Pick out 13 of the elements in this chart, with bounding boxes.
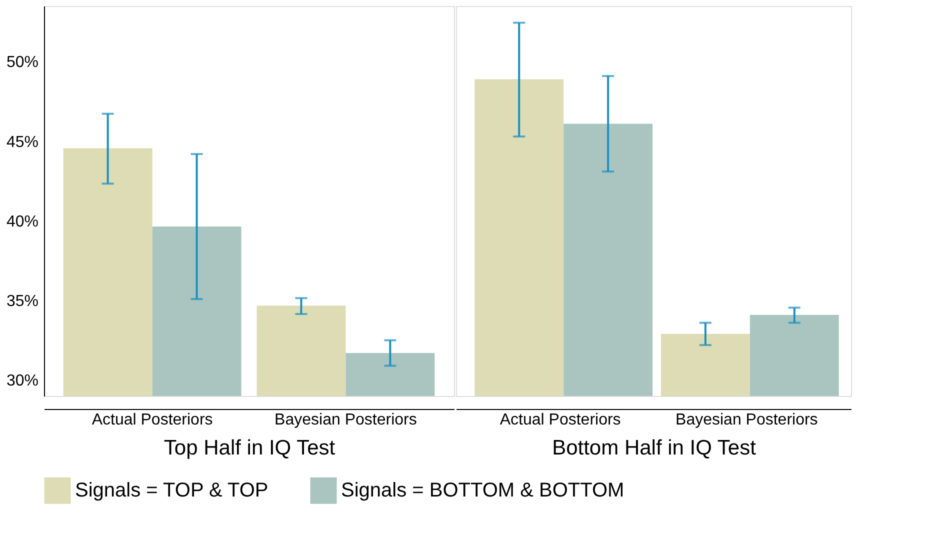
x-tick-label: Bayesian Posteriors [274, 412, 417, 428]
x-axis-title: Top Half in IQ Test [164, 436, 336, 460]
x-axis-title: Bottom Half in IQ Test [552, 436, 756, 460]
legend-label: Signals = BOTTOM & BOTTOM [341, 480, 624, 502]
y-tick-label: 45% [6, 134, 38, 151]
y-tick-label: 35% [6, 292, 38, 310]
y-tick-label: 30% [6, 372, 38, 390]
x-tick-label: Bayesian Posteriors [676, 412, 818, 428]
y-tick-label: 40% [6, 213, 38, 230]
x-tick-label: Actual Posteriors [92, 412, 213, 428]
y-tick-label: 50% [6, 54, 38, 72]
x-tick-label: Actual Posteriors [500, 412, 621, 428]
legend-label: Signals = TOP & TOP [75, 480, 268, 502]
